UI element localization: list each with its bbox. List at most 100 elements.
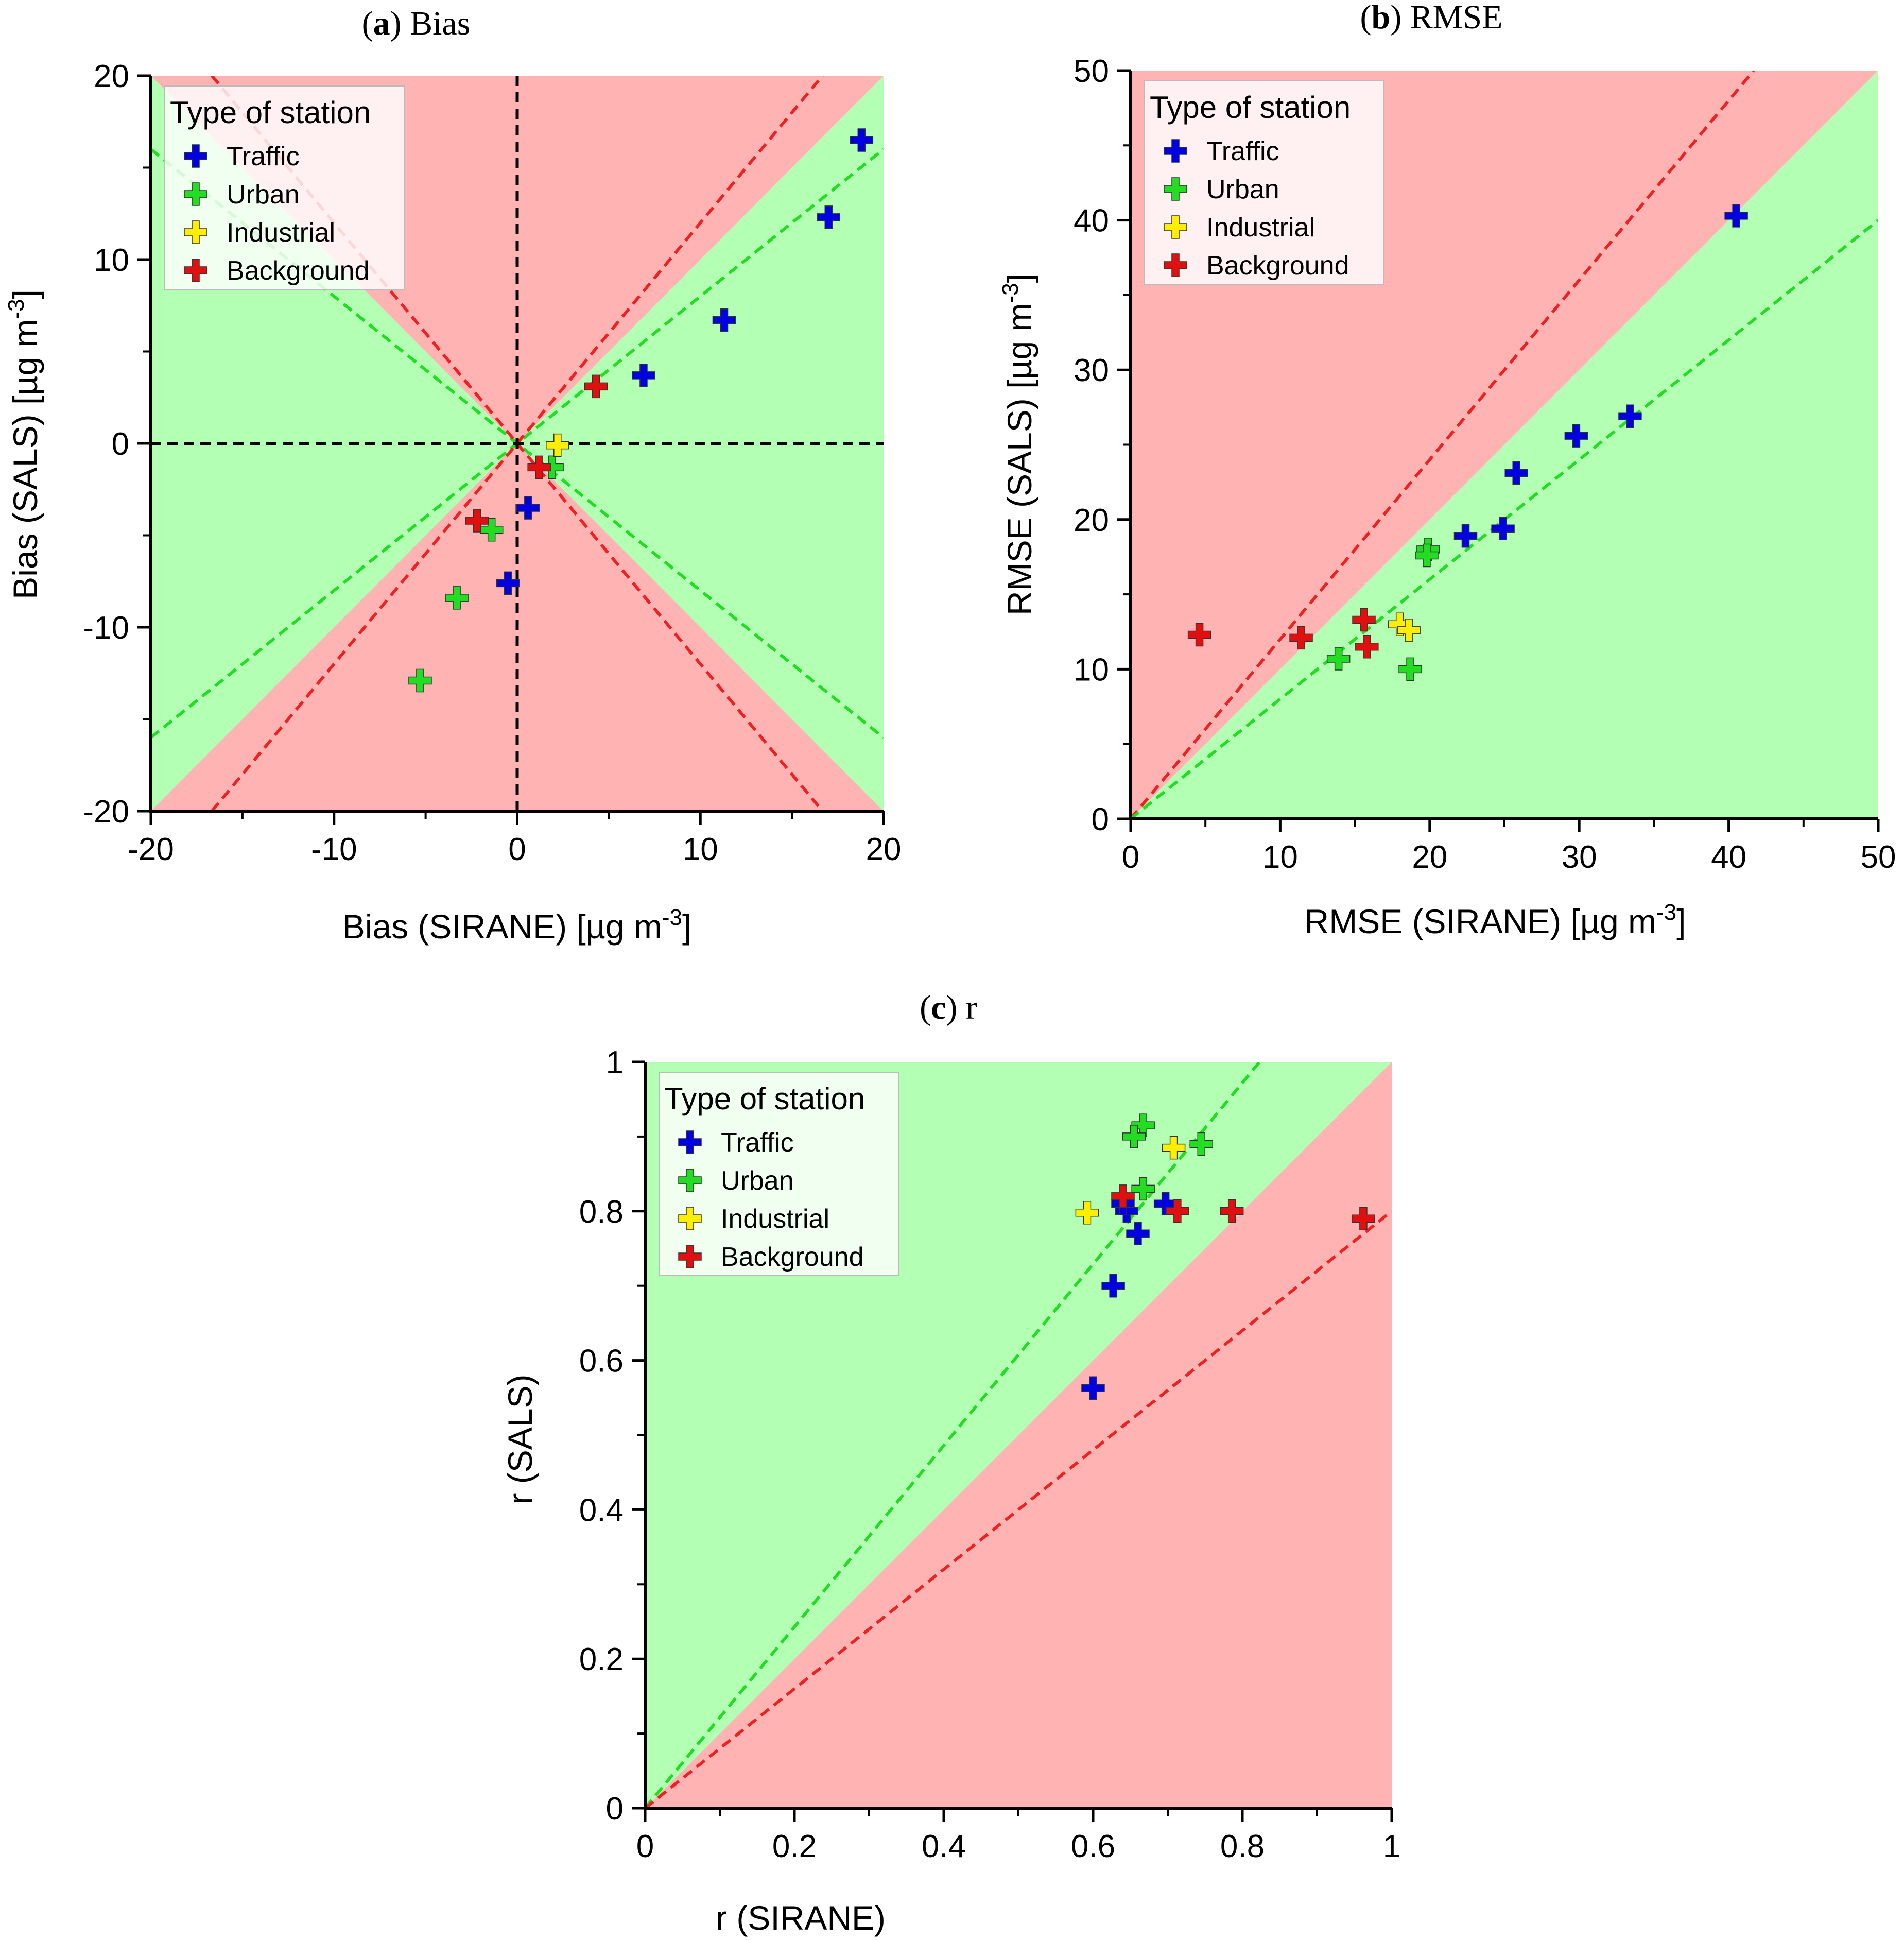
y-tick-label: 30: [1074, 353, 1109, 388]
point-background: [1187, 623, 1211, 647]
panel-a-legend-box: [164, 85, 405, 290]
point-traffic: [1126, 1222, 1150, 1246]
panel-c-y-axis-label: r (SALS): [501, 1374, 539, 1504]
panel-c-axes: 0 0.2 0.4 0.6 0.8 1 0 0.2 0.4 0.6 0.8 1: [579, 1045, 1400, 1864]
point-urban: [1131, 1113, 1155, 1137]
point-traffic: [632, 364, 655, 387]
y-tick-label: 1: [606, 1045, 624, 1080]
point-background: [1355, 635, 1379, 659]
x-tick-label: 20: [1412, 839, 1447, 875]
panel-a-x-axis-label: Bias (SIRANE) [µg m-3]: [342, 905, 692, 946]
point-background: [1166, 1199, 1189, 1223]
point-background: [584, 374, 608, 399]
point-urban: [408, 668, 432, 693]
panel-bias: (a) Bias -20 -10 0 10 20 -20 -10 0 10 20 Type of …: [4, 5, 901, 946]
point-background: [465, 509, 489, 533]
point-industrial: [546, 433, 569, 457]
panel-a-legend-traffic: Traffic: [227, 142, 300, 171]
point-industrial: [1388, 612, 1412, 636]
panel-b-legend: Type of station Traffic Urban Industrial…: [1144, 80, 1384, 285]
point-traffic: [1453, 524, 1478, 548]
point-traffic: [1101, 1274, 1125, 1298]
legend-marker-urban: [1164, 177, 1187, 201]
green-ref-line: [645, 1062, 1261, 1808]
panel-b-legend-background: Background: [1206, 251, 1349, 281]
point-traffic: [1564, 424, 1588, 448]
point-urban: [445, 586, 469, 610]
panel-b-axes: 0 10 20 30 40 50 0 10 20 30 40 50: [1074, 54, 1896, 875]
panel-a-legend-background: Background: [227, 256, 370, 286]
legend-marker-traffic: [1164, 139, 1187, 163]
point-traffic: [1491, 517, 1515, 540]
legend-marker-industrial: [184, 220, 207, 244]
panel-a-legend-urban: Urban: [227, 180, 300, 210]
panel-c-legend-urban: Urban: [721, 1166, 794, 1196]
y-tick-label: 50: [1074, 54, 1109, 89]
panel-a-legend: Type of station Traffic Urban Industrial…: [164, 85, 405, 290]
panel-b-y-axis-label: RMSE (SALS) [µg m-3]: [998, 273, 1038, 615]
x-tick-label: 10: [1262, 839, 1298, 875]
x-tick-label: 20: [866, 832, 902, 867]
panel-a-points: [408, 128, 874, 693]
panel-c-x-axis-label: r (SIRANE): [716, 1899, 886, 1937]
x-tick-label: 0: [636, 1829, 654, 1864]
point-industrial: [1075, 1200, 1099, 1225]
point-traffic: [712, 308, 736, 332]
red-ref-line: [645, 1210, 1392, 1808]
panel-a-legend-title: Type of station: [170, 95, 371, 130]
x-tick-label: 40: [1711, 839, 1746, 875]
y-tick-label: 0.6: [579, 1344, 624, 1379]
panel-c-legend-traffic: Traffic: [721, 1128, 794, 1158]
panel-b-legend-box: [1144, 80, 1384, 285]
panel-rmse: (b) RMSE 0 10 20 30 40 50 0 10 20 30 40 50 Type of …: [998, 0, 1896, 940]
legend-marker-background: [1164, 253, 1187, 277]
panel-c-legend-box: [659, 1072, 899, 1276]
panel-b-legend-traffic: Traffic: [1206, 136, 1279, 166]
point-background: [1352, 608, 1376, 632]
y-tick-label: -10: [83, 610, 129, 646]
legend-marker-traffic: [678, 1130, 702, 1154]
point-industrial: [1162, 1136, 1186, 1160]
panel-b-x-axis-label: RMSE (SIRANE) [µg m-3]: [1305, 900, 1686, 940]
panel-b-title: (b) RMSE: [1360, 0, 1503, 36]
point-background: [1111, 1184, 1135, 1208]
y-tick-label: 10: [94, 243, 129, 278]
x-tick-label: 30: [1562, 839, 1597, 875]
point-urban: [1131, 1177, 1155, 1201]
x-tick-label: 0: [1122, 839, 1139, 875]
panel-c-legend: Type of station Traffic Urban Industrial…: [659, 1072, 899, 1276]
y-tick-label: 0.8: [579, 1194, 624, 1230]
x-tick-label: 10: [683, 832, 718, 867]
y-tick-label: 10: [1074, 652, 1109, 688]
panel-a-y-axis-label: Bias (SALS) [µg m-3]: [4, 289, 44, 599]
red-region: [645, 1062, 1392, 1808]
point-traffic: [496, 571, 520, 595]
x-tick-label: 1: [1383, 1829, 1400, 1864]
y-tick-label: 40: [1074, 203, 1109, 239]
panel-c-legend-title: Type of station: [664, 1081, 865, 1116]
panel-a-title: (a) Bias: [362, 5, 471, 42]
x-tick-label: 0.4: [922, 1829, 966, 1864]
panel-c-title: (c) r: [920, 989, 977, 1026]
legend-marker-urban: [678, 1169, 702, 1192]
panel-b-legend-urban: Urban: [1206, 175, 1279, 204]
point-urban: [1398, 657, 1422, 681]
y-tick-label: 20: [1074, 503, 1109, 538]
point-traffic: [1081, 1376, 1105, 1400]
panel-a-reference-lines: [151, 76, 884, 811]
panel-c-reference-lines: [645, 1062, 1392, 1808]
y-tick-label: 0.4: [579, 1492, 624, 1528]
panel-a-legend-industrial: Industrial: [227, 218, 335, 248]
panel-a-axes: -20 -10 0 10 20 -20 -10 0 10 20: [83, 59, 901, 867]
panel-b-legend-industrial: Industrial: [1206, 213, 1315, 243]
x-tick-label: -10: [311, 832, 357, 867]
legend-marker-urban: [184, 182, 207, 206]
x-tick-label: 0: [508, 832, 526, 867]
point-background: [527, 455, 551, 479]
point-urban: [1122, 1125, 1146, 1148]
y-tick-label: -20: [83, 794, 129, 830]
y-tick-label: 20: [94, 59, 129, 94]
legend-marker-industrial: [678, 1207, 702, 1230]
point-urban: [1189, 1132, 1213, 1156]
